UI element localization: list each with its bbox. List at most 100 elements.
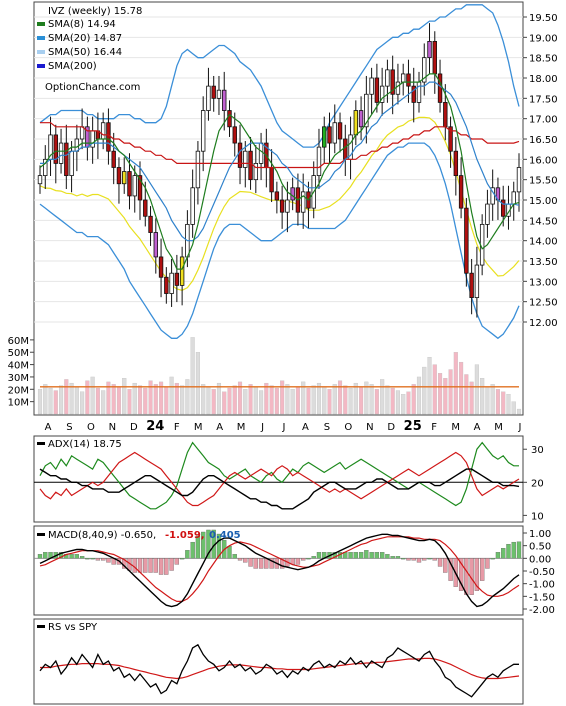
x-axis-label: J [282,422,286,433]
candle-body [153,232,159,258]
candle-body [232,126,237,144]
x-axis-label: O [87,422,95,433]
yellow-envelope [39,116,520,291]
volume-bar [59,385,64,415]
macd-histogram-bar [227,546,232,559]
macd-histogram-bar [416,558,422,563]
volume-bar [343,385,348,415]
volume-bar [327,389,332,415]
volume-bar [337,380,343,415]
candle-body [237,142,243,168]
macd-histogram-bar [485,558,490,569]
volume-bar [122,378,127,415]
macd-histogram-bar [58,552,64,559]
bollinger-lower [39,142,520,340]
candle-body [100,122,106,140]
macd-tick-label: 1.00 [529,529,551,540]
macd-signal-line [39,536,520,602]
price-tick-label: 13.00 [529,277,558,288]
minus-di-line [39,451,520,507]
volume-bar [259,390,264,415]
price-tick-label: 14.00 [529,237,558,248]
volume-bar [437,373,443,415]
candle-body [243,150,248,168]
volume-bar [43,384,48,415]
macd-histogram-bar [480,558,485,581]
x-axis-label: 24 [146,419,164,434]
moving-averages [39,73,520,270]
legend-entry: SMA(8) 14.94 [48,19,116,30]
macd-lines [39,533,520,608]
legend-entry: SMA(50) 16.44 [48,47,122,58]
x-axis-label: 25 [404,419,422,434]
adx-tick-label: 30 [531,445,544,456]
volume-bar [106,381,111,415]
volume-bar [185,379,190,415]
volume-bar [280,380,285,415]
price-tick-label: 19.50 [529,13,558,24]
macd-histogram-bar [201,531,206,559]
macd-histogram-bar [143,558,148,573]
candle-body [390,69,395,95]
candle-body [127,171,132,197]
rs-lines [39,643,520,698]
candle-body [206,85,211,111]
x-axis-label: F [174,422,180,433]
macd-histogram-bar [374,552,380,559]
x-axis-label: M [451,422,460,433]
macd-histogram-bar [69,554,74,559]
macd-histogram-bar [316,552,322,559]
candle-body [453,150,459,176]
adx-panel-frame [33,435,524,523]
macd-histogram-bar [106,558,111,563]
volume-tick-label: 40M [8,361,29,372]
legend-swatch [37,50,45,54]
volume-bar [274,387,279,415]
x-axis-label: M [237,422,246,433]
macd-histogram-bar [506,543,511,559]
volume-bar [48,387,53,415]
candle-body [285,199,290,213]
volume-bar [153,384,158,415]
macd-histogram-bar [190,541,195,559]
price-tick-label: 15.50 [529,176,558,187]
legend-entry: SMA(20) 14.87 [48,33,122,44]
price-tick-label: 18.50 [529,54,558,65]
candle-body [490,187,495,205]
candle-body [64,142,69,176]
volume-bar [469,381,474,415]
volume-bar [290,389,295,415]
volume-bar [348,387,353,415]
volume-bar [201,384,206,415]
volume-bar [459,361,464,415]
candle-body [300,191,306,213]
price-grid [34,16,523,323]
candle-body [374,77,380,103]
adx-tick-label: 20 [531,478,544,489]
adx-line [39,468,520,510]
price-tick-label: 16.00 [529,155,558,166]
macd-histogram-bar [411,558,416,561]
rs-legend-swatch [37,625,45,628]
volume-bar [380,379,385,415]
price-tick-label: 13.50 [529,257,558,268]
volume-bar [501,391,506,415]
macd-histogram-bar [432,558,437,561]
macd-histogram-bar [90,558,95,560]
volume-bar [385,385,390,415]
volume-bar [295,386,300,415]
volume-bar [216,382,222,415]
macd-histogram-bar [332,552,337,559]
candle-body [427,41,432,59]
volume-bar [206,386,211,415]
legend-swatch [37,22,45,26]
macd-histogram-bar [243,558,248,563]
price-tick-label: 17.50 [529,94,558,105]
macd-histogram-bar [495,552,501,559]
candle-body [443,102,448,128]
volume-bar [90,376,95,415]
adx-tick-label: 10 [531,511,544,522]
macd-histogram-bar [464,558,469,595]
macd-line [39,533,520,608]
candle-body [179,256,185,286]
